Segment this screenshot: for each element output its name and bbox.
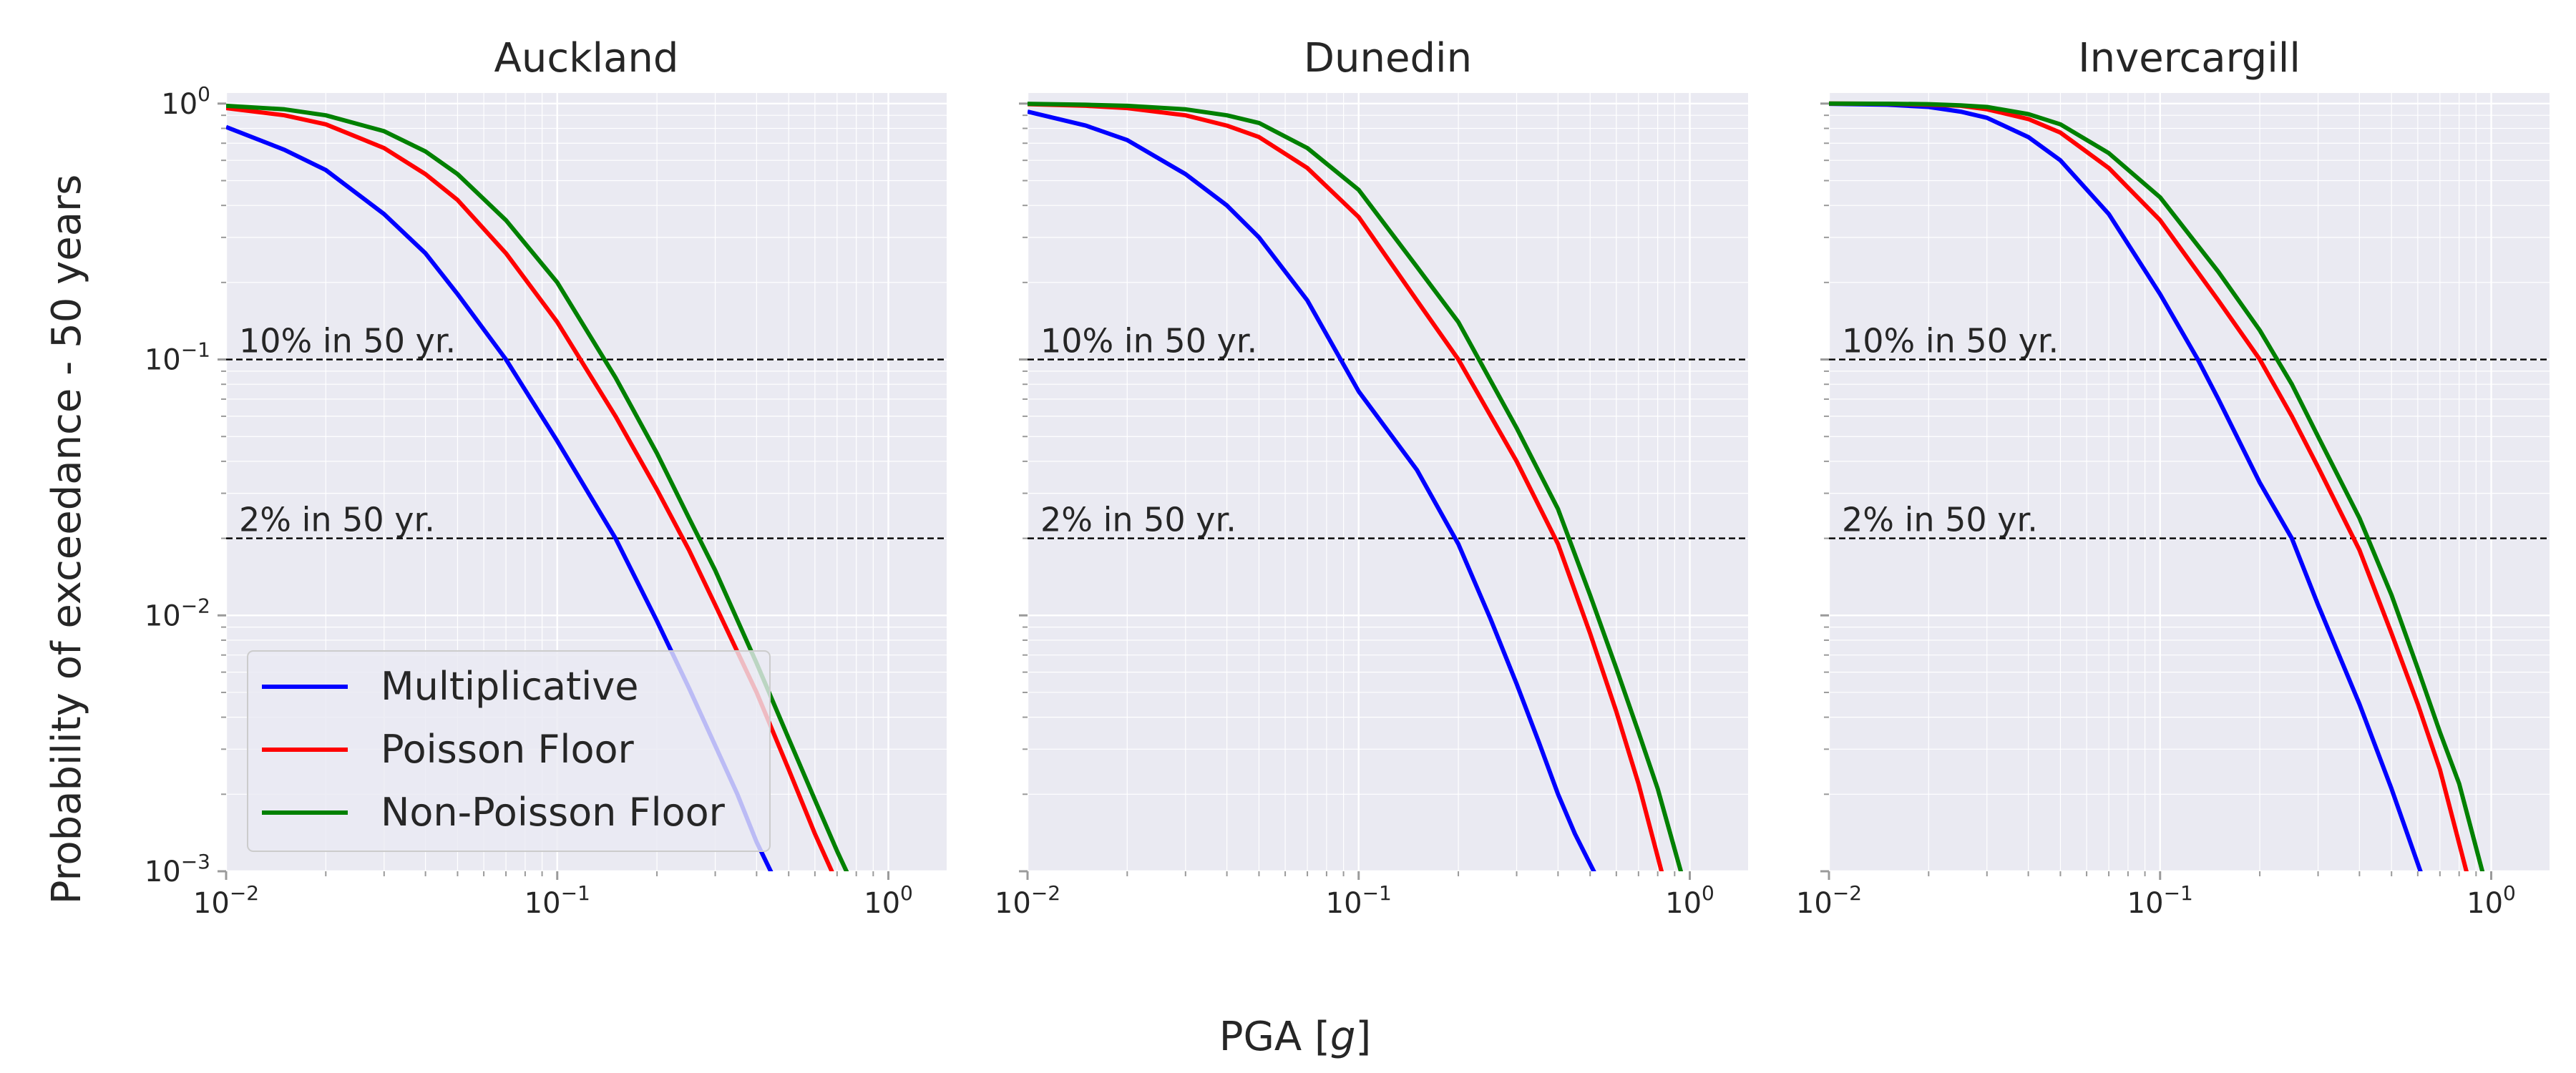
x-tick-label: 100 <box>864 881 913 920</box>
panel-title: Invercargill <box>2078 35 2301 82</box>
legend-label: Non-Poisson Floor <box>381 790 726 835</box>
x-axis-label-suffix: ] <box>1355 1014 1371 1060</box>
legend-label: Poisson Floor <box>381 727 635 772</box>
plot-area <box>1028 93 1748 871</box>
series-line-multiplicative <box>1829 102 2423 871</box>
x-axis-label-var: g <box>1330 1014 1356 1060</box>
reference-line-label: 10% in 50 yr. <box>1842 322 2059 361</box>
y-tick-label: 10−2 <box>145 594 210 632</box>
y-tick-label: 10−3 <box>145 850 210 888</box>
y-tick-label: 10−1 <box>145 338 210 377</box>
tick-marks <box>218 102 890 880</box>
x-tick-label: 10−2 <box>193 881 259 920</box>
x-axis-label-prefix: PGA [ <box>1219 1014 1330 1060</box>
reference-line-label: 2% in 50 yr. <box>239 501 435 539</box>
panel-title: Auckland <box>494 35 679 82</box>
series-line-non-poisson-floor <box>226 103 849 871</box>
x-tick-label: 100 <box>1665 881 1714 920</box>
series-group <box>1829 101 2485 871</box>
y-axis-label: Probability of exceedance - 50 years <box>44 175 90 905</box>
reference-line-label: 10% in 50 yr. <box>1040 322 1257 361</box>
legend: Multiplicative Poisson Floor Non-Poisson F… <box>247 650 771 852</box>
series-line-non-poisson-floor <box>1028 102 1684 871</box>
legend-frame <box>247 650 771 852</box>
x-axis-label: PGA [g] <box>1219 1014 1372 1060</box>
reference-line-label: 2% in 50 yr. <box>1040 501 1236 539</box>
series-line-poisson-floor <box>1028 102 1664 871</box>
tick-marks <box>1019 102 1692 880</box>
reference-line-label: 10% in 50 yr. <box>239 322 456 361</box>
panel-title: Dunedin <box>1304 35 1472 82</box>
x-tick-label: 10−1 <box>525 881 590 920</box>
plot-area <box>1829 93 2550 871</box>
grid-lines <box>1828 93 2550 873</box>
panel-invercargill: 10% in 50 yr. 2% in 50 yr. 10−2 10−1 100 Inve… <box>1796 35 2550 920</box>
y-tick-label: 100 <box>161 82 210 121</box>
tick-marks <box>1820 102 2493 880</box>
panels: 10% in 50 yr.2% in 50 yr.10−2 10−1 1001001… <box>145 35 2550 920</box>
series-group <box>1028 102 1684 871</box>
reference-line-label: 2% in 50 yr. <box>1842 501 2038 539</box>
series-line-non-poisson-floor <box>1829 101 2485 871</box>
series-line-poisson-floor <box>226 106 834 871</box>
legend-label: Multiplicative <box>381 664 638 709</box>
panel-dunedin: 10% in 50 yr. 2% in 50 yr. 10−2 10−1 100 Dune… <box>995 35 1748 920</box>
x-tick-label: 100 <box>2467 881 2516 920</box>
x-tick-label: 10−1 <box>2127 881 2193 920</box>
series-line-multiplicative <box>1028 109 1596 871</box>
grid-lines <box>1026 93 1748 873</box>
x-tick-label: 10−1 <box>1326 881 1392 920</box>
x-tick-label: 10−2 <box>995 881 1060 920</box>
x-tick-label: 10−2 <box>1796 881 1862 920</box>
